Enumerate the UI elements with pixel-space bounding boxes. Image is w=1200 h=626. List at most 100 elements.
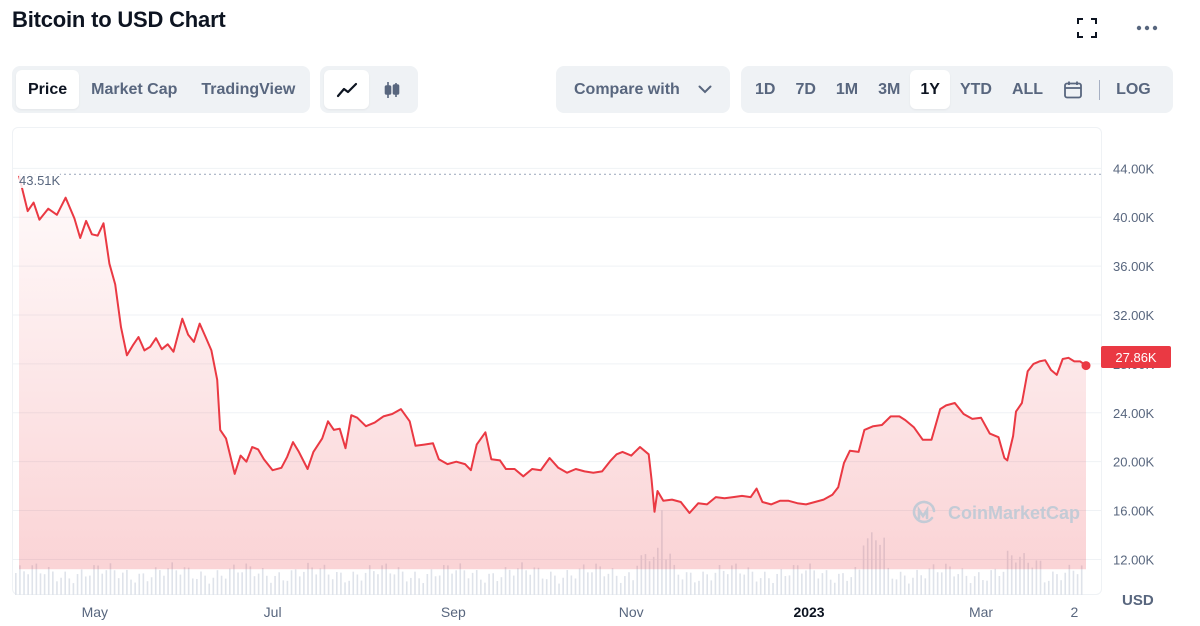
volume-bar [224, 578, 227, 595]
y-tick-label: 16.00K [1113, 504, 1155, 519]
volume-bar [216, 570, 219, 595]
volume-bar [35, 563, 38, 595]
volume-bar [463, 570, 466, 595]
volume-bar [928, 568, 931, 595]
volume-bar [39, 573, 42, 595]
volume-bar [1035, 560, 1038, 595]
volume-bar [607, 573, 610, 595]
volume-bar [298, 576, 301, 595]
volume-bar [681, 579, 684, 595]
range-1m[interactable]: 1M [835, 80, 859, 98]
chart-style-toggle [320, 66, 418, 113]
volume-bar [936, 572, 939, 595]
log-scale-toggle[interactable]: LOG [1116, 80, 1151, 98]
volume-bar [303, 571, 305, 595]
volume-bar [554, 575, 556, 595]
x-tick-label: Mar [969, 604, 993, 620]
volume-bar [574, 578, 577, 595]
volume-bar [714, 572, 717, 595]
volume-bar [484, 582, 486, 595]
volume-bar [434, 576, 437, 595]
volume-bar [229, 568, 231, 595]
volume-bar [401, 571, 404, 595]
volume-bar [517, 568, 519, 595]
range-7d[interactable]: 7D [795, 80, 816, 98]
volume-bar [657, 547, 659, 595]
volume-bar [340, 572, 342, 595]
volume-bar [846, 580, 848, 595]
tab-tradingview[interactable]: TradingView [201, 80, 296, 98]
volume-bar [940, 572, 943, 595]
watermark: CoinMarketCap [910, 498, 1080, 528]
compare-with-dropdown[interactable]: Compare with [556, 66, 730, 113]
volume-bar [245, 563, 248, 595]
range-3m[interactable]: 3M [878, 80, 901, 98]
volume-bar [628, 572, 630, 595]
volume-bar [619, 582, 622, 595]
volume-bar [130, 579, 132, 595]
volume-bar [1064, 572, 1067, 595]
volume-bar [43, 574, 46, 595]
range-ytd[interactable]: YTD [959, 80, 992, 98]
volume-bar [784, 576, 787, 595]
volume-bar [480, 579, 482, 595]
volume-bar [969, 583, 972, 595]
tab-price[interactable]: Price [16, 70, 80, 109]
more-options-icon[interactable] [1133, 14, 1161, 42]
volume-bar [126, 569, 128, 595]
volume-bar [895, 579, 898, 595]
range-1d[interactable]: 1D [755, 80, 776, 98]
volume-bar [294, 569, 297, 595]
volume-bar [175, 570, 178, 595]
volume-bar [19, 565, 21, 595]
volume-bar [204, 575, 206, 595]
range-all[interactable]: ALL [1011, 80, 1044, 98]
volume-bar [817, 578, 820, 595]
range-1y[interactable]: 1Y [910, 70, 950, 109]
volume-bar [368, 565, 371, 595]
volume-bar [352, 571, 355, 595]
max-price-label: 43.51K [19, 173, 61, 188]
volume-bar [1039, 560, 1042, 595]
volume-bar [1019, 556, 1021, 595]
volume-bar [154, 567, 157, 595]
volume-bar [759, 578, 762, 595]
volume-bar [541, 578, 544, 595]
price-line [18, 175, 1087, 514]
volume-bar [23, 571, 25, 595]
volume-bar [792, 564, 795, 595]
volume-bar [603, 576, 606, 595]
volume-bar [801, 573, 803, 595]
volume-bar [113, 570, 116, 595]
y-tick-label: 32.00K [1113, 308, 1155, 323]
volume-bar [796, 565, 799, 595]
volume-bar [163, 575, 165, 595]
volume-bar [587, 572, 589, 595]
tab-market-cap[interactable]: Market Cap [91, 80, 178, 98]
volume-bar [636, 565, 639, 595]
volume-bar [311, 567, 313, 595]
volume-bar [731, 565, 733, 595]
volume-bar [500, 577, 503, 595]
volume-bar [862, 545, 865, 595]
volume-bar [1027, 562, 1029, 595]
volume-bar [488, 573, 490, 595]
volume-bar [117, 578, 120, 595]
volume-bar [72, 583, 75, 595]
volume-bar [426, 574, 429, 595]
volume-bar [640, 555, 643, 595]
y-tick-label: 24.00K [1113, 406, 1155, 421]
volume-bar [381, 565, 383, 595]
volume-bar [1072, 570, 1075, 595]
volume-bar [537, 567, 540, 595]
fullscreen-icon[interactable] [1073, 14, 1101, 42]
volume-bar [97, 565, 99, 595]
volume-bar [751, 571, 754, 595]
chevron-down-icon [698, 85, 712, 94]
volume-bar [249, 566, 252, 595]
line-chart-icon[interactable] [324, 70, 369, 109]
candlestick-icon[interactable] [369, 70, 414, 109]
volume-bar [438, 575, 441, 595]
calendar-icon[interactable] [1053, 70, 1093, 109]
